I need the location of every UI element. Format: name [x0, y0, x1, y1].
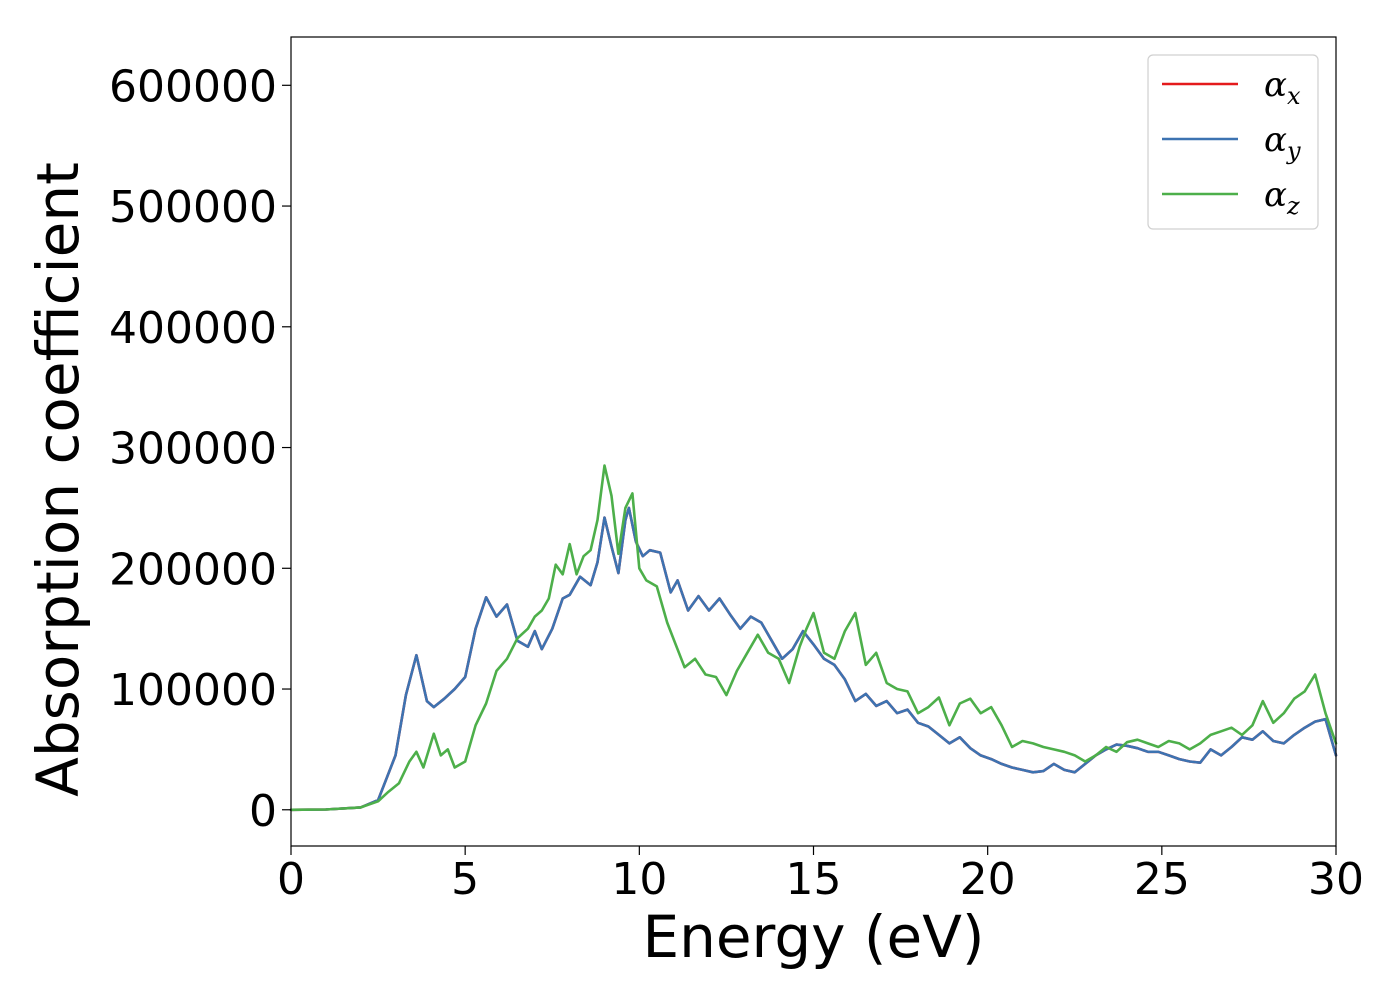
legend-box	[1147, 54, 1319, 230]
series-layer	[289, 464, 1338, 812]
x-tick-label: 0	[277, 854, 305, 905]
x-axis-ticks: 0 5 10 15 20 25 30	[277, 846, 1364, 905]
y-tick-label: 400000	[109, 303, 277, 354]
y-tick-label: 0	[249, 786, 277, 837]
y-axis-title: Absorption coefficient	[24, 162, 92, 797]
x-tick-label: 5	[451, 854, 479, 905]
legend-label-y: αy	[1264, 120, 1301, 165]
y-tick-label: 600000	[109, 61, 277, 112]
legend-label-x: αx	[1264, 65, 1301, 110]
y-tick-label: 500000	[109, 182, 277, 233]
x-tick-label: 25	[1134, 854, 1190, 905]
x-tick-label: 15	[786, 854, 842, 905]
y-tick-label: 200000	[109, 544, 277, 595]
series-line-z	[289, 464, 1338, 812]
x-tick-label: 20	[960, 854, 1016, 905]
x-tick-label: 30	[1308, 854, 1364, 905]
x-axis-title: Energy (eV)	[642, 903, 984, 971]
y-tick-label: 100000	[109, 665, 277, 716]
legend-label-z: αz	[1264, 175, 1300, 220]
y-axis-ticks: 0 100000 200000 300000 400000 500000 600000	[109, 61, 291, 837]
x-tick-label: 10	[611, 854, 667, 905]
series-line-y	[289, 506, 1338, 812]
legend: αx αy αz	[1147, 54, 1319, 230]
y-tick-label: 300000	[109, 424, 277, 475]
